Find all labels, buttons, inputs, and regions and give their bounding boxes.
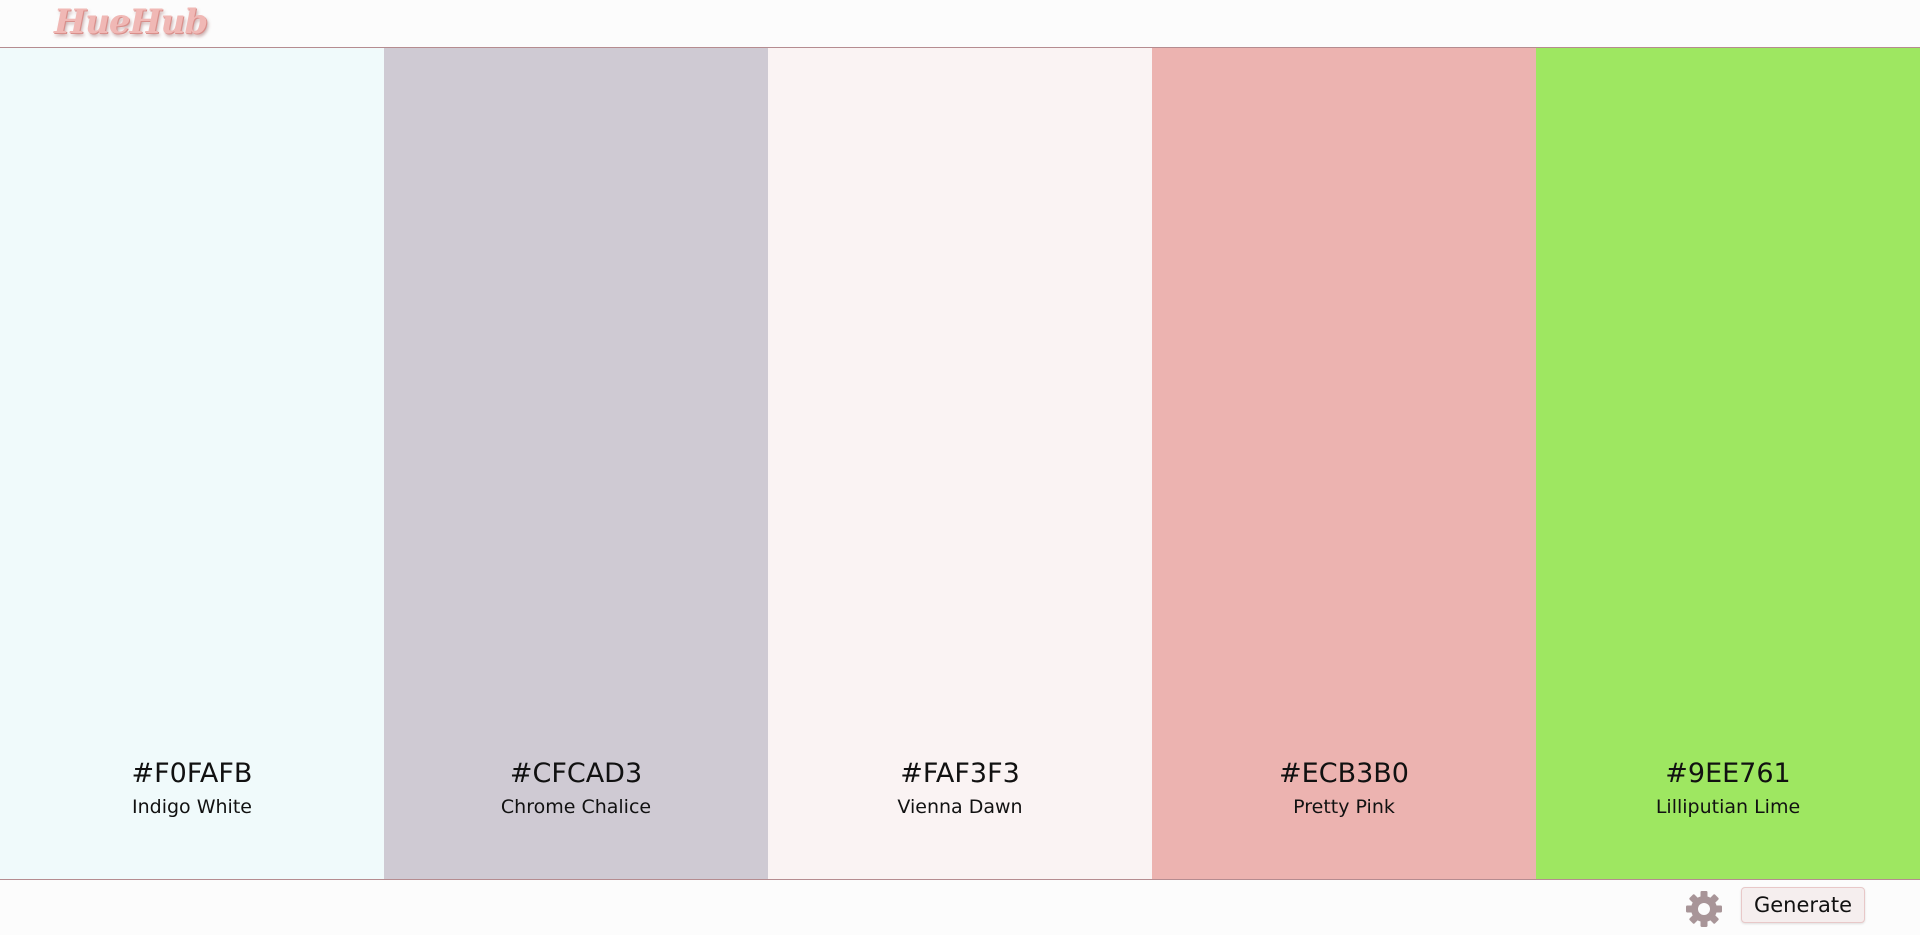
swatch-color-name: Lilliputian Lime: [1655, 796, 1801, 818]
swatch-color-name: Vienna Dawn: [897, 796, 1023, 818]
swatch-hex-code[interactable]: #F0FAFB: [131, 758, 253, 789]
color-swatch-3[interactable]: #FAF3F3 Vienna Dawn: [768, 48, 1152, 879]
swatch-hex-code[interactable]: #CFCAD3: [509, 758, 643, 789]
swatch-color-name: Pretty Pink: [1293, 796, 1395, 818]
color-swatch-2[interactable]: #CFCAD3 Chrome Chalice: [384, 48, 768, 879]
color-swatch-4[interactable]: #ECB3B0 Pretty Pink: [1152, 48, 1536, 879]
color-swatch-5[interactable]: #9EE761 Lilliputian Lime: [1536, 48, 1920, 879]
app-footer: Generate: [0, 879, 1920, 927]
gear-icon: [1686, 891, 1722, 927]
swatch-hex-code[interactable]: #9EE761: [1665, 758, 1791, 789]
generate-button[interactable]: Generate: [1741, 887, 1865, 923]
settings-button[interactable]: [1682, 887, 1726, 931]
swatch-color-name: Indigo White: [132, 796, 252, 818]
app-header: HueHub: [0, 0, 1920, 48]
swatch-color-name: Chrome Chalice: [500, 796, 652, 818]
swatch-hex-code[interactable]: #FAF3F3: [900, 758, 1020, 789]
huehub-logo[interactable]: HueHub: [54, 2, 208, 42]
color-swatch-1[interactable]: #F0FAFB Indigo White: [0, 48, 384, 879]
color-palette: #F0FAFB Indigo White #CFCAD3 Chrome Chal…: [0, 48, 1920, 879]
swatch-hex-code[interactable]: #ECB3B0: [1279, 758, 1409, 789]
